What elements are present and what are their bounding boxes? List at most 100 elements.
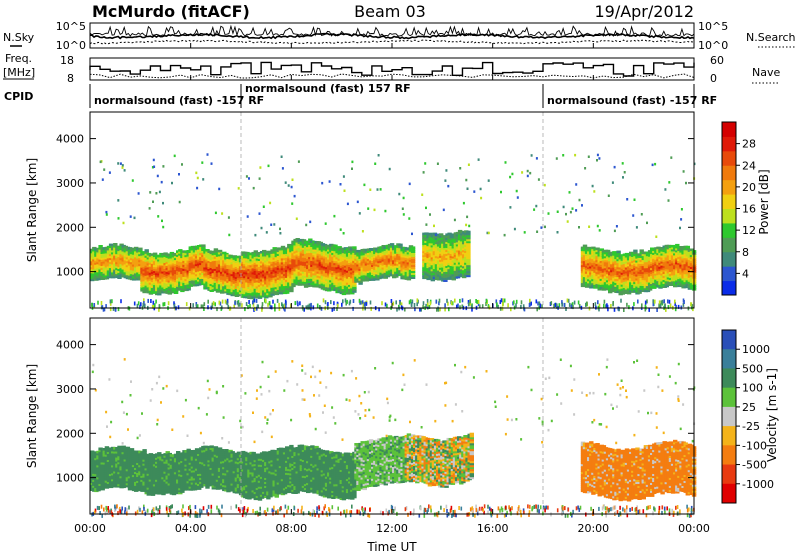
power-noise-cell: [155, 299, 157, 304]
power-noise-cell: [352, 299, 355, 303]
power-echo-cell: [278, 291, 284, 295]
power-noise-cell: [497, 304, 499, 309]
power-scatter-cell: [339, 228, 342, 231]
power-scatter-cell: [129, 215, 132, 218]
power-noise-cell: [660, 300, 663, 305]
power-noise-cell: [218, 300, 221, 305]
power-noise-cell: [212, 301, 215, 306]
power-scatter-cell: [101, 178, 104, 181]
power-noise-cell: [550, 301, 553, 306]
power-noise-cell: [284, 304, 287, 309]
power-scatter-cell: [509, 206, 512, 209]
power-noise-cell: [274, 303, 276, 308]
power-scatter-cell: [377, 154, 380, 157]
power-noise-cell: [244, 307, 246, 312]
power-noise-cell: [470, 304, 473, 309]
power-noise-cell: [646, 299, 648, 304]
power-scatter-cell: [467, 163, 470, 166]
power-scatter-cell: [596, 159, 598, 162]
power-scatter-cell: [556, 210, 559, 213]
power-noise-cell: [500, 298, 503, 303]
noise-search-line: [89, 39, 695, 45]
power-scatter-cell: [670, 156, 673, 159]
power-echo-cell: [352, 248, 357, 251]
power-scatter-cell: [615, 225, 618, 228]
power-noise-cell: [469, 301, 472, 306]
power-echo-cell: [106, 275, 112, 279]
power-noise-cell: [327, 302, 329, 306]
power-scatter-cell: [632, 214, 635, 217]
power-scatter-cell: [613, 229, 616, 233]
power-echo-cell: [98, 245, 103, 248]
power-noise-cell: [248, 300, 250, 304]
power-noise-cell: [103, 307, 106, 312]
power-echo-cell: [138, 249, 143, 253]
power-noise-cell: [682, 302, 685, 307]
power-scatter-cell: [133, 216, 136, 220]
power-scatter-cell: [117, 162, 120, 165]
power-noise-cell: [296, 300, 299, 305]
power-scatter-cell: [655, 235, 658, 238]
power-echo-cell: [173, 291, 179, 294]
power-scatter-cell: [351, 167, 353, 170]
power-noise-cell: [386, 303, 388, 308]
power-scatter-cell: [281, 167, 284, 170]
power-noise-cell: [162, 302, 164, 307]
power-echo-cell: [466, 268, 471, 272]
power-scatter-cell: [598, 229, 601, 232]
power-noise-cell: [276, 298, 279, 303]
power-scatter-cell: [466, 187, 469, 190]
power-noise-cell: [101, 305, 104, 310]
power-noise-cell: [409, 299, 412, 304]
power-echo-cell: [466, 230, 471, 234]
power-noise-cell: [450, 301, 453, 306]
power-echo-cell: [410, 254, 416, 257]
power-scatter-cell: [324, 222, 327, 225]
power-scatter-cell: [544, 225, 546, 229]
power-echo-cell: [167, 292, 172, 295]
power-noise-cell: [392, 301, 395, 306]
power-noise-cell: [648, 307, 650, 312]
power-scatter-cell: [218, 187, 221, 191]
power-scatter-cell: [342, 175, 345, 178]
power-noise-cell: [309, 303, 311, 308]
power-noise-cell: [333, 301, 335, 306]
power-echo-cell: [466, 252, 471, 256]
power-noise-cell: [674, 307, 677, 312]
power-noise-cell: [147, 298, 149, 303]
power-noise-cell: [360, 300, 362, 305]
power-scatter-cell: [333, 214, 336, 218]
power-noise-cell: [669, 303, 672, 308]
power-noise-cell: [461, 304, 464, 309]
power-noise-cell: [429, 301, 432, 306]
power-scatter-cell: [621, 162, 624, 165]
power-noise-cell: [144, 303, 146, 308]
power-echo-cell: [152, 252, 158, 256]
power-scatter-cell: [685, 181, 687, 185]
power-scatter-cell: [581, 204, 583, 207]
power-scatter-cell: [515, 189, 518, 193]
power-noise-cell: [341, 302, 343, 307]
power-noise-cell: [451, 301, 454, 306]
power-noise-cell: [253, 298, 256, 303]
power-noise-cell: [137, 301, 140, 306]
power-echo-cell: [605, 249, 611, 253]
power-noise-cell: [294, 301, 297, 306]
power-noise-cell: [133, 301, 136, 306]
power-scatter-cell: [571, 207, 574, 210]
power-noise-cell: [105, 304, 107, 309]
power-noise-cell: [523, 307, 526, 312]
power-echo-cell: [111, 275, 116, 279]
power-scatter-cell: [562, 205, 565, 209]
power-noise-cell: [661, 299, 664, 304]
power-noise-cell: [425, 303, 427, 308]
power-noise-cell: [378, 307, 380, 312]
power-noise-cell: [456, 304, 458, 309]
power-echo-cell: [410, 256, 416, 259]
power-noise-cell: [221, 299, 224, 304]
nave-tick-top: 60: [710, 54, 724, 67]
power-scatter-cell: [379, 188, 382, 191]
power-echo-cell: [272, 247, 277, 250]
power-noise-cell: [554, 303, 557, 308]
power-scatter-cell: [633, 198, 636, 201]
